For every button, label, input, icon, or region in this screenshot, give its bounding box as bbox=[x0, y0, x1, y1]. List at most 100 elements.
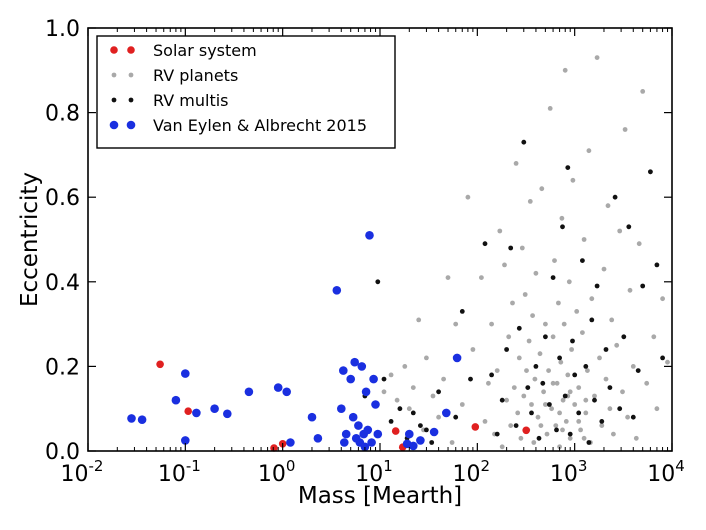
point-rv-planets bbox=[559, 215, 565, 221]
point-rv-planets bbox=[589, 296, 595, 302]
point-rv-planets bbox=[594, 55, 600, 60]
point-van-eylen-albrecht-2015 bbox=[346, 374, 356, 384]
point-rv-multis bbox=[630, 414, 636, 420]
legend-marker bbox=[110, 46, 118, 54]
point-rv-planets bbox=[556, 300, 561, 306]
point-rv-multis bbox=[607, 385, 613, 390]
point-rv-planets bbox=[522, 292, 528, 297]
y-tick-label: 0.6 bbox=[45, 186, 80, 211]
point-rv-multis bbox=[508, 245, 514, 251]
legend-label: Solar system bbox=[153, 41, 257, 60]
point-rv-multis bbox=[589, 317, 595, 323]
point-rv-multis bbox=[388, 419, 394, 424]
x-tick-label: 10-1 bbox=[158, 457, 201, 487]
point-rv-planets bbox=[530, 313, 535, 318]
point-rv-multis bbox=[635, 368, 641, 373]
point-rv-multis bbox=[410, 410, 416, 416]
point-rv-multis bbox=[583, 364, 589, 369]
point-rv-planets bbox=[633, 435, 639, 441]
y-tick-label: 0.2 bbox=[45, 355, 80, 380]
point-rv-planets bbox=[605, 203, 611, 209]
point-rv-planets bbox=[479, 275, 484, 280]
point-rv-multis bbox=[453, 414, 459, 420]
point-rv-multis bbox=[525, 385, 531, 390]
point-van-eylen-albrecht-2015 bbox=[373, 429, 383, 439]
point-van-eylen-albrecht-2015 bbox=[244, 387, 254, 397]
point-rv-planets bbox=[538, 423, 544, 428]
point-rv-multis bbox=[436, 389, 441, 395]
point-rv-planets bbox=[554, 380, 560, 386]
x-tick-label: 103 bbox=[550, 457, 588, 487]
point-rv-multis bbox=[543, 334, 548, 340]
point-rv-multis bbox=[504, 347, 509, 352]
point-rv-multis bbox=[468, 376, 473, 382]
x-axis-label: Mass [Mearth] bbox=[298, 483, 462, 509]
point-rv-planets bbox=[578, 427, 583, 433]
point-rv-planets bbox=[611, 431, 616, 437]
legend-label: RV multis bbox=[153, 91, 229, 110]
point-rv-planets bbox=[583, 397, 589, 403]
y-axis-label: Eccentricity bbox=[17, 172, 43, 307]
point-rv-planets bbox=[502, 262, 507, 268]
point-rv-planets bbox=[567, 435, 573, 441]
point-rv-multis bbox=[554, 427, 559, 433]
point-rv-multis bbox=[557, 355, 562, 361]
point-rv-multis bbox=[489, 372, 494, 378]
point-solar-system bbox=[522, 426, 530, 435]
point-rv-planets bbox=[660, 296, 665, 302]
point-rv-multis bbox=[550, 275, 556, 280]
point-rv-multis bbox=[513, 423, 519, 428]
point-rv-planets bbox=[519, 245, 525, 251]
point-rv-planets bbox=[576, 385, 582, 390]
point-rv-multis bbox=[621, 334, 627, 340]
point-van-eylen-albrecht-2015 bbox=[313, 434, 323, 443]
point-van-eylen-albrecht-2015 bbox=[405, 429, 414, 439]
point-rv-planets bbox=[539, 186, 545, 192]
point-van-eylen-albrecht-2015 bbox=[286, 438, 295, 447]
point-van-eylen-albrecht-2015 bbox=[339, 366, 348, 375]
x-tick-label: 100 bbox=[258, 457, 296, 487]
point-rv-planets bbox=[580, 330, 585, 335]
point-rv-planets bbox=[562, 67, 568, 73]
point-van-eylen-albrecht-2015 bbox=[282, 387, 292, 397]
point-rv-multis bbox=[424, 427, 429, 433]
point-rv-planets bbox=[599, 423, 605, 428]
point-rv-planets bbox=[526, 338, 532, 344]
point-rv-planets bbox=[614, 342, 620, 348]
point-solar-system bbox=[156, 360, 164, 369]
point-rv-planets bbox=[547, 106, 553, 111]
point-rv-planets bbox=[508, 423, 514, 428]
point-rv-planets bbox=[441, 376, 446, 382]
point-rv-planets bbox=[561, 321, 567, 327]
point-van-eylen-albrecht-2015 bbox=[348, 412, 358, 422]
legend-marker bbox=[111, 97, 117, 103]
point-rv-planets bbox=[535, 414, 541, 420]
point-rv-planets bbox=[558, 359, 564, 365]
point-rv-planets bbox=[402, 364, 408, 369]
point-solar-system bbox=[270, 444, 278, 452]
point-van-eylen-albrecht-2015 bbox=[223, 409, 232, 419]
point-rv-planets bbox=[506, 334, 512, 340]
point-rv-multis bbox=[592, 397, 597, 403]
point-rv-multis bbox=[547, 402, 552, 407]
point-rv-planets bbox=[565, 372, 571, 378]
point-rv-planets bbox=[622, 127, 628, 132]
point-rv-planets bbox=[388, 372, 394, 378]
point-rv-planets bbox=[549, 406, 554, 412]
ticks-layer: 10-2 10-1 100 101 102 103 104 0.0 0.2 0.4 0.6 0.8 1.… bbox=[45, 17, 685, 487]
point-rv-planets bbox=[597, 355, 602, 361]
point-rv-planets bbox=[581, 237, 587, 242]
point-rv-planets bbox=[546, 368, 551, 373]
legend-marker bbox=[111, 72, 117, 78]
point-van-eylen-albrecht-2015 bbox=[360, 442, 370, 452]
point-rv-multis bbox=[381, 376, 387, 382]
point-rv-multis bbox=[529, 410, 534, 416]
point-rv-planets bbox=[513, 161, 519, 166]
point-rv-planets bbox=[543, 402, 548, 407]
point-rv-planets bbox=[557, 444, 562, 450]
point-rv-planets bbox=[586, 148, 592, 154]
point-rv-planets bbox=[543, 321, 548, 327]
point-rv-planets bbox=[601, 266, 607, 272]
point-rv-planets bbox=[537, 351, 543, 357]
point-rv-multis bbox=[576, 410, 582, 416]
